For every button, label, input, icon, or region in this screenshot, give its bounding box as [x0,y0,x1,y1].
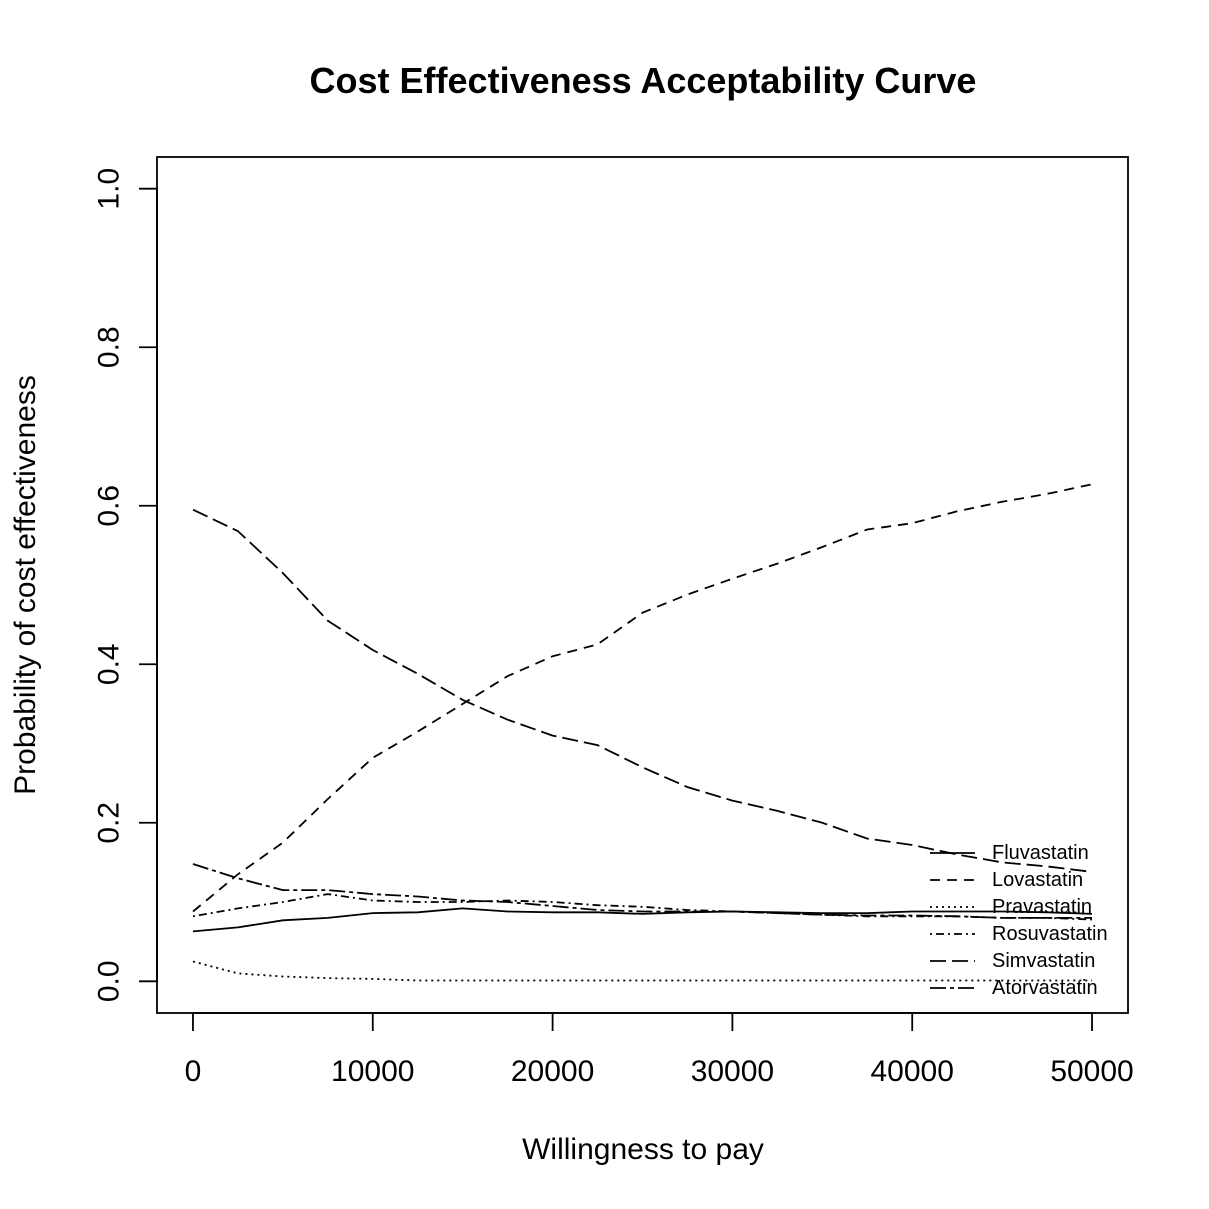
legend-label-pravastatin: Pravastatin [992,896,1092,918]
series-line-lovastatin [192,483,1093,913]
x-axis: 0 10000 20000 30000 40000 50000 [185,1012,1134,1088]
x-tick-label: 0 [185,1055,202,1088]
y-tick-label: 0.8 [93,326,126,368]
legend-label-atorvastatin: Atorvastatin [992,977,1098,999]
x-tick-label: 40000 [871,1055,954,1088]
series-line-rosuvastatin [192,893,1093,921]
x-tick-label: 20000 [511,1055,594,1088]
series-line-pravastatin [192,960,1092,982]
x-axis-label: Willingness to pay [522,1133,764,1166]
series-line-simvastatin [192,508,1093,873]
legend: Fluvastatin Lovastatin Pravastatin Rosuvast… [930,842,1108,999]
series-line-fluvastatin [192,907,1093,933]
x-tick-label: 50000 [1050,1055,1133,1088]
y-tick-label: 0.4 [93,643,126,685]
plot-area-border [156,156,1129,1014]
y-tick-label: 0.0 [93,960,126,1002]
y-tick-label: 0.6 [93,485,126,527]
legend-label-lovastatin: Lovastatin [992,869,1083,891]
x-tick-label: 10000 [331,1055,414,1088]
y-axis-label: Probability of cost effectiveness [9,375,42,795]
y-tick-label: 1.0 [93,168,126,210]
x-tick-label: 30000 [691,1055,774,1088]
legend-label-fluvastatin: Fluvastatin [992,842,1089,864]
chart-title: Cost Effectiveness Acceptability Curve [310,60,977,101]
series-layer [192,483,1093,982]
legend-label-simvastatin: Simvastatin [992,950,1095,972]
y-axis: 0.0 0.2 0.4 0.6 0.8 1.0 [93,168,158,1002]
y-tick-label: 0.2 [93,802,126,844]
series-line-atorvastatin [192,863,1092,919]
legend-label-rosuvastatin: Rosuvastatin [992,923,1108,945]
